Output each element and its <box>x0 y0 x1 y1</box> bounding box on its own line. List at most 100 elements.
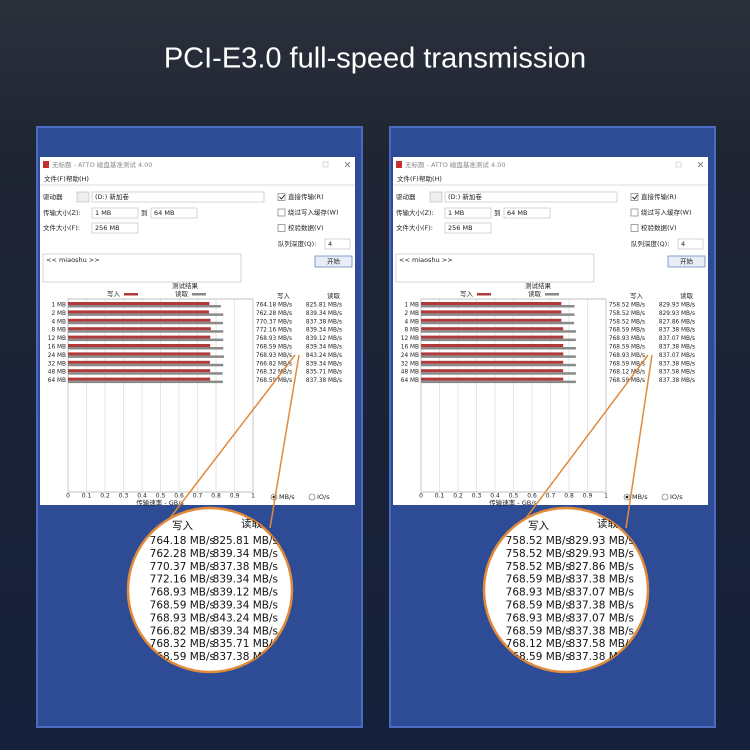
x-tick-label: 0 <box>66 493 70 500</box>
file-size-select[interactable] <box>444 222 492 234</box>
callout-read-value: 839.34 MB/s <box>213 625 278 637</box>
drive-label: 驱动器 <box>43 193 63 201</box>
table-header-write: 写入 <box>630 292 644 300</box>
legend-write-swatch <box>124 293 138 296</box>
file-size-label: 文件大小(F): <box>43 223 80 232</box>
transfer-to-select[interactable] <box>150 207 198 219</box>
start-button[interactable] <box>667 255 706 268</box>
option-label: 校验数据(V) <box>288 223 324 232</box>
row-size-label: 4 MB <box>404 319 419 325</box>
read-bar <box>421 338 576 342</box>
queue-select[interactable] <box>677 238 704 250</box>
transfer-to-select[interactable] <box>503 207 551 219</box>
callout-circle <box>482 506 650 674</box>
checkbox[interactable] <box>630 224 639 232</box>
callout-write-value: 768.59 MB/s <box>506 574 571 586</box>
row-size-label: 8 MB <box>51 328 66 334</box>
x-tick-label: 0.1 <box>435 493 445 500</box>
x-tick-label: 0.6 <box>174 493 184 500</box>
window-title: 无标题 - ATTO 磁盘基准测试 4.00 <box>52 160 152 169</box>
read-bar <box>68 305 221 308</box>
to-label: 到 <box>494 209 501 217</box>
write-bar <box>68 335 211 339</box>
radio-label: IO/s <box>317 493 330 501</box>
row-size-label: 1 MB <box>51 303 66 309</box>
callout-write-value: 758.52 MB/s <box>506 535 571 547</box>
option-label: 绕过写入缓存(W) <box>641 208 692 217</box>
read-value: 839.34 MB/s <box>306 345 342 351</box>
write-value: 768.93 MB/s <box>256 336 292 342</box>
radio-button[interactable] <box>308 493 316 501</box>
max-button <box>322 161 329 168</box>
callout-line <box>269 354 300 529</box>
read-value: 843.24 MB/s <box>306 353 342 359</box>
menu-item[interactable]: 帮助(H) <box>419 174 442 183</box>
callout-read-value: 839.34 MB/s <box>213 600 278 612</box>
checkbox[interactable] <box>277 224 286 232</box>
checkbox[interactable] <box>277 193 286 201</box>
results-title: 测试结果 <box>172 281 199 290</box>
drive-select[interactable] <box>444 191 618 203</box>
log-box <box>395 253 595 283</box>
read-bar <box>421 363 576 367</box>
checkbox[interactable] <box>277 208 286 217</box>
menu-item[interactable]: 文件(F) <box>397 174 419 183</box>
callout-read-value: 837.38 MB/s <box>213 561 278 573</box>
queue-label: 队列深度(Q): <box>631 239 669 248</box>
read-value: 837.38 MB/s <box>306 378 342 384</box>
menu-item[interactable]: 帮助(H) <box>66 174 89 183</box>
drive-label: 驱动器 <box>396 193 416 201</box>
read-bar <box>421 321 575 325</box>
menu-item[interactable]: 文件(F) <box>44 174 66 183</box>
queue-label: 队列深度(Q): <box>278 239 316 248</box>
x-tick-label: 0.4 <box>137 493 147 500</box>
queue-select[interactable] <box>324 238 351 250</box>
transfer-from-select[interactable] <box>444 207 492 219</box>
option-label: 直接传输(R) <box>641 192 677 201</box>
transfer-from-select[interactable] <box>91 207 139 219</box>
callout-read-value: 839.34 MB/s <box>213 574 278 586</box>
close-button <box>344 161 351 168</box>
radio-dot <box>625 495 629 499</box>
callout-read-value: 837.38 MB/s <box>569 574 634 586</box>
row-size-label: 32 MB <box>401 361 419 367</box>
queue-value: 4 <box>681 240 685 248</box>
read-bar <box>421 372 576 375</box>
transfer-to: 64 MB <box>154 209 174 217</box>
write-value: 768.59 MB/s <box>256 378 292 384</box>
callout-write-value: 768.93 MB/s <box>150 612 215 624</box>
x-tick-label: 0.6 <box>527 493 537 500</box>
write-bar <box>68 318 211 322</box>
legend-read-swatch <box>545 293 559 296</box>
title-bar <box>393 157 708 173</box>
drive-select[interactable] <box>91 191 265 203</box>
x-tick-label: 0.1 <box>82 493 92 500</box>
checkbox-tick <box>279 194 285 200</box>
read-value: 839.34 MB/s <box>306 361 342 367</box>
read-value: 837.38 MB/s <box>659 361 695 367</box>
checkbox[interactable] <box>630 193 639 201</box>
radio-button[interactable] <box>661 493 669 501</box>
row-size-label: 48 MB <box>401 370 419 376</box>
table-header-read: 读取 <box>680 291 694 300</box>
app-icon <box>43 161 49 168</box>
write-bar <box>68 360 210 364</box>
read-bar <box>68 380 223 384</box>
start-button[interactable] <box>314 255 353 268</box>
read-value: 839.34 MB/s <box>306 311 342 317</box>
title-bar <box>40 157 355 173</box>
browse-button <box>429 191 443 203</box>
x-tick-label: 0.8 <box>564 493 574 500</box>
legend-write: 写入 <box>107 290 121 298</box>
row-size-label: 24 MB <box>401 353 419 359</box>
file-size-select[interactable] <box>91 222 139 234</box>
callout-write-value: 768.93 MB/s <box>506 587 571 599</box>
app-window: 无标题 - ATTO 磁盘基准测试 4.00 文件(F) 帮助(H) 驱动器 (D:) … <box>393 157 708 507</box>
checkbox[interactable] <box>630 208 639 217</box>
read-bar <box>68 313 224 316</box>
to-label: 到 <box>141 209 148 217</box>
legend-read: 读取 <box>528 289 542 298</box>
transfer-from: 1 MB <box>95 209 111 217</box>
write-value: 768.59 MB/s <box>609 328 645 334</box>
x-tick-label: 1 <box>251 493 255 500</box>
